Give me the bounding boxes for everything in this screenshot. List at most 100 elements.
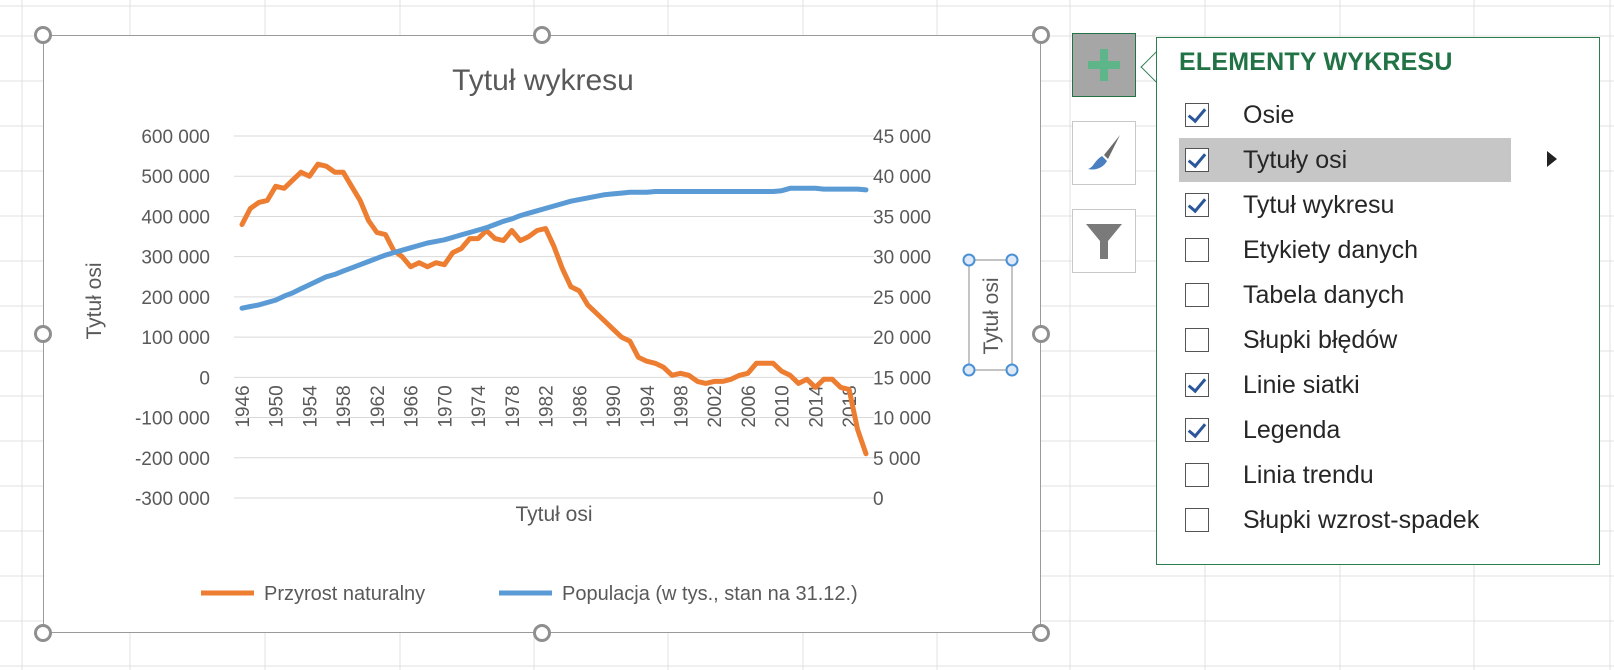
y-tick-label: -100 000 xyxy=(135,409,210,430)
y2-tick-label: 30 000 xyxy=(873,248,931,269)
y2-tick-label: 15 000 xyxy=(873,368,931,389)
checkbox[interactable] xyxy=(1185,148,1209,172)
paintbrush-icon xyxy=(1088,135,1120,170)
checkbox[interactable] xyxy=(1185,283,1209,307)
checkbox[interactable] xyxy=(1185,418,1209,442)
y2-tick-label: 5 000 xyxy=(873,449,921,470)
panel-item[interactable]: Tabela danych xyxy=(1179,273,1511,317)
chart-filters-button[interactable] xyxy=(1072,209,1136,273)
panel-item-label: Tytuły osi xyxy=(1243,145,1348,174)
panel-item-label: Linie siatki xyxy=(1243,370,1360,399)
y-tick-label: 200 000 xyxy=(141,288,210,309)
y2-axis-ticks: 45 000 40 000 35 000 30 000 25 000 20 000 15 0… xyxy=(873,127,931,510)
x-tick-label: 1962 xyxy=(368,385,389,427)
y-tick-label: -200 000 xyxy=(135,449,210,470)
y-tick-label: 600 000 xyxy=(141,127,210,148)
y-tick-label: 300 000 xyxy=(141,248,210,269)
resize-handle-top-left[interactable] xyxy=(34,26,52,44)
panel-item[interactable]: Tytuły osi xyxy=(1179,138,1511,182)
resize-handle-bottom-center[interactable] xyxy=(533,624,551,642)
y2-tick-label: 10 000 xyxy=(873,409,931,430)
panel-item-label: Etykiety danych xyxy=(1243,235,1419,264)
x-tick-label: 1950 xyxy=(267,385,288,427)
resize-handle-middle-right[interactable] xyxy=(1032,325,1050,343)
x-tick-label: 1982 xyxy=(537,385,558,427)
funnel-icon xyxy=(1086,224,1122,259)
x-tick-label: 1986 xyxy=(570,385,591,427)
panel-item-label: Słupki wzrost-spadek xyxy=(1243,505,1480,534)
y-tick-label: 500 000 xyxy=(141,167,210,188)
gridlines xyxy=(234,135,874,499)
x-tick-label: 1974 xyxy=(469,385,490,428)
panel-item[interactable]: Legenda xyxy=(1179,408,1511,452)
chart-plot: Tytuł wykresu 600 000 500 000 400 000 300 0… xyxy=(83,64,1019,605)
panel-item-label: Tytuł wykresu xyxy=(1243,190,1395,219)
panel-item-label: Tabela danych xyxy=(1243,280,1405,309)
submenu-arrow-icon[interactable] xyxy=(1547,151,1557,167)
y2-tick-label: 25 000 xyxy=(873,288,931,309)
checkbox[interactable] xyxy=(1185,328,1209,352)
y-tick-label: 0 xyxy=(199,368,210,389)
panel-item[interactable]: Tytuł wykresu xyxy=(1179,183,1511,227)
resize-handle-bottom-right[interactable] xyxy=(1032,624,1050,642)
panel-item[interactable]: Linie siatki xyxy=(1179,363,1511,407)
panel-item[interactable]: Etykiety danych xyxy=(1179,228,1511,272)
x-tick-label: 1954 xyxy=(300,385,321,428)
panel-item[interactable]: Słupki wzrost-spadek xyxy=(1179,498,1511,542)
chart-elements-panel: ELEMENTY WYKRESU Osie Tytuły osi Tytuł wyk… xyxy=(1156,37,1600,565)
panel-item-label: Słupki błędów xyxy=(1243,325,1398,354)
x-tick-label: 1990 xyxy=(604,385,625,427)
x-axis-title[interactable]: Tytuł osi xyxy=(515,503,592,526)
checkbox[interactable] xyxy=(1185,238,1209,262)
y-tick-label: 400 000 xyxy=(141,207,210,228)
x-tick-label: 1970 xyxy=(435,385,456,427)
chart-elements-button[interactable] xyxy=(1072,33,1136,97)
y2-tick-label: 45 000 xyxy=(873,127,931,148)
chart-title[interactable]: Tytuł wykresu xyxy=(452,64,634,97)
x-tick-label: 2014 xyxy=(806,385,827,428)
y2-tick-label: 20 000 xyxy=(873,328,931,349)
y2-axis-title[interactable]: Tytuł osi xyxy=(980,277,1003,354)
y-axis-ticks: 600 000 500 000 400 000 300 000 200 000 100 0… xyxy=(135,127,210,510)
panel-item[interactable]: Słupki błędów xyxy=(1179,318,1511,362)
checkbox[interactable] xyxy=(1185,508,1209,532)
checkbox[interactable] xyxy=(1185,463,1209,487)
resize-handle-top-right[interactable] xyxy=(1032,26,1050,44)
y2-tick-label: 40 000 xyxy=(873,167,931,188)
resize-handle-top-center[interactable] xyxy=(533,26,551,44)
y-tick-label: -300 000 xyxy=(135,489,210,510)
chart-area[interactable]: Tytuł wykresu 600 000 500 000 400 000 300 0… xyxy=(43,35,1041,633)
resize-handle-bottom-left[interactable] xyxy=(34,624,52,642)
series-line-przyrost[interactable] xyxy=(239,161,869,457)
panel-item-label: Osie xyxy=(1243,100,1295,129)
legend[interactable]: Przyrost naturalny Populacja (w tys., st… xyxy=(201,583,858,605)
resize-handle-middle-left[interactable] xyxy=(34,325,52,343)
legend-label-series2: Populacja (w tys., stan na 31.12.) xyxy=(562,583,858,605)
y2-tick-label: 0 xyxy=(873,489,884,510)
y2-tick-label: 35 000 xyxy=(873,207,931,228)
x-tick-label: 1946 xyxy=(233,385,254,427)
plus-icon xyxy=(1088,49,1120,81)
panel-title: ELEMENTY WYKRESU xyxy=(1179,48,1453,76)
panel-item-label: Linia trendu xyxy=(1243,460,1374,489)
checkbox[interactable] xyxy=(1185,193,1209,217)
checkbox[interactable] xyxy=(1185,373,1209,397)
panel-item[interactable]: Linia trendu xyxy=(1179,453,1511,497)
checkbox[interactable] xyxy=(1185,103,1209,127)
x-tick-label: 1966 xyxy=(402,385,423,427)
x-tick-label: 1994 xyxy=(638,385,659,428)
panel-item-label: Legenda xyxy=(1243,415,1341,444)
x-tick-label: 2010 xyxy=(773,385,794,427)
series-line-populacja[interactable] xyxy=(239,185,869,311)
panel-item[interactable]: Osie xyxy=(1179,93,1511,137)
x-tick-label: 1978 xyxy=(503,385,524,427)
x-tick-label: 1998 xyxy=(671,385,692,427)
chart-styles-button[interactable] xyxy=(1072,121,1136,185)
x-tick-label: 2002 xyxy=(705,385,726,427)
x-tick-label: 1958 xyxy=(334,385,355,427)
y2-axis-title-selection[interactable]: Tytuł osi xyxy=(962,253,1019,377)
y-tick-label: 100 000 xyxy=(141,328,210,349)
legend-label-series1: Przyrost naturalny xyxy=(264,583,425,605)
x-axis-ticks: 1946 1950 1954 1958 1962 1966 1970 1974 1978 1982… xyxy=(233,385,861,428)
y-axis-title[interactable]: Tytuł osi xyxy=(83,262,106,339)
